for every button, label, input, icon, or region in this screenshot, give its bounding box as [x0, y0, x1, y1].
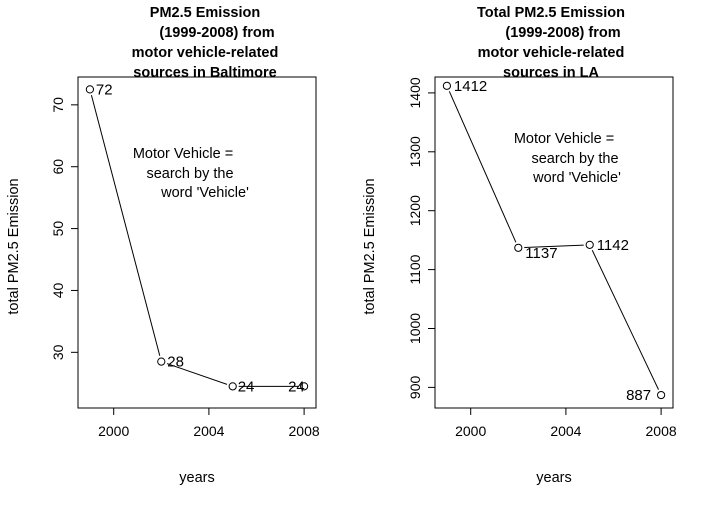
data-point [85, 85, 95, 94]
series-line-segment [591, 250, 659, 390]
y-tick-label: 40 [50, 282, 66, 298]
data-label: 24 [238, 378, 255, 395]
data-point [585, 240, 594, 249]
data-point [442, 81, 451, 90]
data-label: 24 [288, 378, 305, 395]
y-tick-label: 1100 [407, 254, 423, 284]
data-point [657, 390, 666, 400]
x-tick-label: 2004 [550, 423, 581, 439]
x-tick-label: 2004 [193, 423, 224, 439]
chart-panel-1: PM2.5 Emission (1999-2008) from motor vehi… [6, 5, 320, 486]
chart-title-line: (1999-2008) from [505, 25, 620, 41]
y-tick-label: 900 [407, 375, 423, 399]
y-tick-label: 1400 [407, 77, 423, 108]
chart-title-line: motor vehicle-related [478, 45, 625, 61]
chart-title-line: motor vehicle-related [132, 45, 279, 61]
y-tick-label: 1000 [407, 313, 423, 344]
y-tick-label: 50 [50, 221, 66, 237]
data-point [157, 357, 166, 366]
series-line-segment [166, 363, 228, 385]
chart-title-line: Total PM2.5 Emission [477, 5, 625, 21]
annotation-line: search by the [531, 151, 618, 167]
annotation-line: Motor Vehicle = [514, 131, 614, 147]
chart-panel-2: Total PM2.5 Emission (1999-2008) from moto… [362, 5, 677, 486]
x-tick-label: 2008 [289, 423, 320, 439]
annotation-line: word 'Vehicle' [532, 170, 621, 186]
x-tick-label: 2008 [646, 423, 677, 439]
series-line-segment [448, 91, 517, 243]
plot-frame [77, 76, 317, 409]
data-label: 887 [626, 387, 651, 404]
annotation-line: Motor Vehicle = [133, 146, 233, 162]
series-line-segment [524, 244, 584, 249]
y-tick-label: 30 [50, 344, 66, 360]
plot-frame [434, 76, 674, 409]
data-label: 72 [96, 81, 113, 98]
y-tick-label: 1300 [407, 136, 423, 167]
chart-title-line: (1999-2008) from [159, 25, 274, 41]
chart-title-line: PM2.5 Emission [150, 5, 260, 21]
chart-title-line: sources in Baltimore [133, 65, 276, 81]
y-axis-label: total PM2.5 Emission [6, 178, 22, 314]
x-axis-label: years [536, 470, 571, 486]
data-point [300, 382, 309, 391]
series-line-segment [90, 95, 161, 356]
data-label: 1137 [525, 245, 557, 262]
y-tick-label: 1200 [407, 195, 423, 226]
x-tick-label: 2000 [98, 423, 129, 439]
chart-title-line: sources in LA [503, 65, 599, 81]
annotation-line: word 'Vehicle' [160, 185, 249, 201]
data-label: 1412 [454, 78, 487, 95]
x-tick-label: 2000 [455, 423, 486, 439]
y-axis-label: total PM2.5 Emission [362, 178, 378, 314]
data-point [514, 243, 523, 252]
data-label: 28 [167, 354, 184, 371]
annotation-line: search by the [146, 166, 233, 182]
y-tick-label: 60 [50, 159, 66, 175]
data-point [228, 382, 237, 391]
x-axis-label: years [179, 470, 214, 486]
data-label: 1142 [597, 237, 629, 254]
y-tick-label: 70 [50, 97, 66, 113]
